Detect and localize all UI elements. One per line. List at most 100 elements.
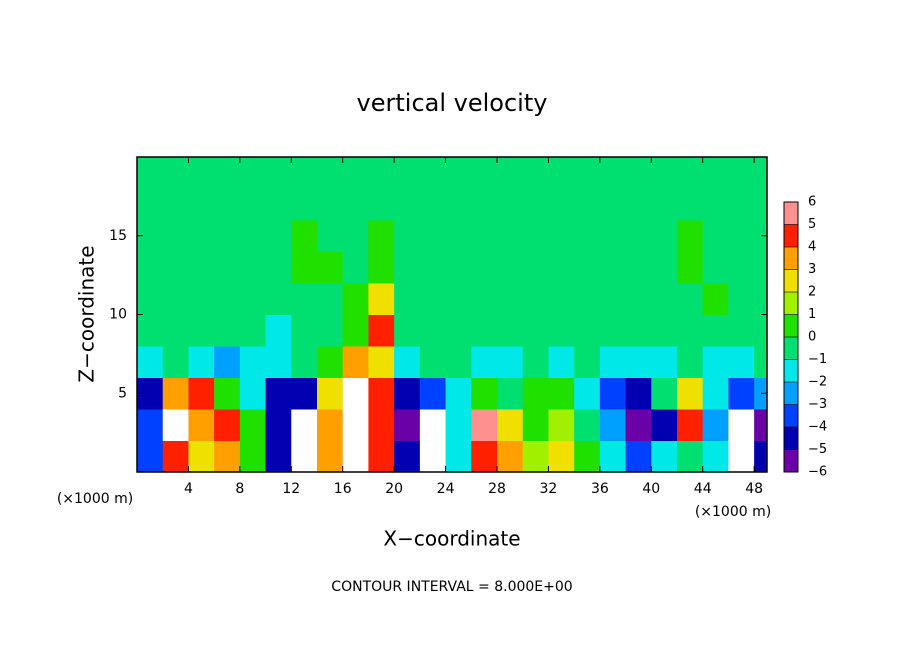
field-cell (497, 157, 524, 189)
colorbar-tick-label: 5 (808, 217, 816, 232)
field-cell (317, 251, 344, 284)
field-cell (162, 157, 189, 189)
field-cell (677, 346, 704, 378)
field-cell (137, 283, 164, 315)
field-cell (317, 346, 344, 378)
field-cell (368, 377, 395, 410)
colorbar-tick-label: −4 (808, 420, 827, 435)
field-cell (702, 283, 729, 315)
field-cell (445, 283, 472, 315)
field-cell (497, 188, 524, 221)
colorbar-tick-label: 2 (808, 285, 816, 300)
field-cell (239, 188, 267, 221)
field-cell (522, 188, 549, 221)
field-cell (677, 377, 704, 410)
field-cell (394, 409, 421, 441)
field-cell (419, 157, 447, 189)
field-cell (214, 220, 241, 252)
colorbar-swatch (784, 269, 798, 292)
field-cell (291, 409, 318, 441)
field-cell (419, 188, 447, 221)
y-tick-label: 15 (109, 228, 127, 244)
field-cell (702, 314, 729, 347)
field-cell (574, 314, 601, 347)
field-cell (522, 157, 549, 189)
field-cell (239, 157, 267, 189)
field-cell (394, 314, 421, 347)
field-cell (625, 188, 652, 221)
field-cell (754, 283, 767, 315)
field-cell (548, 220, 575, 252)
field-cell (651, 377, 678, 410)
field-cell (702, 157, 729, 189)
field (137, 157, 767, 472)
field-cell (728, 157, 755, 189)
field-cell (625, 283, 652, 315)
field-cell (265, 251, 292, 284)
field-cell (651, 251, 678, 284)
field-cell (317, 440, 344, 472)
field-cell (368, 188, 395, 221)
y-axis-label: Z−coordinate (75, 245, 99, 382)
field-cell (728, 220, 755, 252)
field-cell (599, 283, 627, 315)
field-cell (497, 314, 524, 347)
field-cell (677, 220, 704, 252)
field-cell (291, 157, 318, 189)
x-tick-label: 24 (437, 481, 455, 497)
field-cell (625, 220, 652, 252)
colorbar-swatch (784, 314, 798, 337)
colorbar-swatch (784, 359, 798, 382)
colorbar-swatch (784, 449, 798, 472)
field-cell (728, 314, 755, 347)
field-cell (702, 220, 729, 252)
field-cell (368, 220, 395, 252)
field-cell (754, 220, 767, 252)
field-cell (471, 157, 498, 189)
colorbar-swatch (784, 247, 798, 270)
field-cell (368, 440, 395, 472)
field-cell (394, 377, 421, 410)
field-cell (394, 157, 421, 189)
field-cell (291, 440, 318, 472)
field-cell (702, 377, 729, 410)
field-cell (599, 188, 627, 221)
field-cell (497, 220, 524, 252)
field-cell (394, 188, 421, 221)
colorbar-tick-label: −1 (808, 352, 827, 367)
field-cell (394, 440, 421, 472)
field-cell (342, 220, 369, 252)
field-cell (625, 346, 652, 378)
field-cell (162, 440, 189, 472)
field-cell (651, 346, 678, 378)
field-cell (625, 377, 652, 410)
field-cell (651, 157, 678, 189)
field-cell (188, 283, 215, 315)
field-cell (522, 440, 549, 472)
field-cell (188, 314, 215, 347)
field-cell (677, 157, 704, 189)
field-cell (445, 157, 472, 189)
field-cell (419, 283, 447, 315)
field-cell (188, 440, 215, 472)
x-tick-label: 20 (385, 481, 403, 497)
field-cell (574, 440, 601, 472)
field-cell (625, 314, 652, 347)
field-cell (677, 283, 704, 315)
field-cell (317, 220, 344, 252)
field-cell (471, 283, 498, 315)
y-tick-label: 5 (118, 385, 127, 401)
field-cell (239, 220, 267, 252)
field-cell (214, 157, 241, 189)
field-cell (625, 409, 652, 441)
field-cell (677, 440, 704, 472)
y-tick-label: 10 (109, 307, 127, 323)
field-cell (497, 346, 524, 378)
chart-title: vertical velocity (357, 89, 548, 117)
field-cell (214, 188, 241, 221)
field-cell (574, 220, 601, 252)
field-cell (162, 409, 189, 441)
field-cell (548, 188, 575, 221)
field-cell (214, 346, 241, 378)
colorbar-tick-label: −6 (808, 465, 827, 480)
